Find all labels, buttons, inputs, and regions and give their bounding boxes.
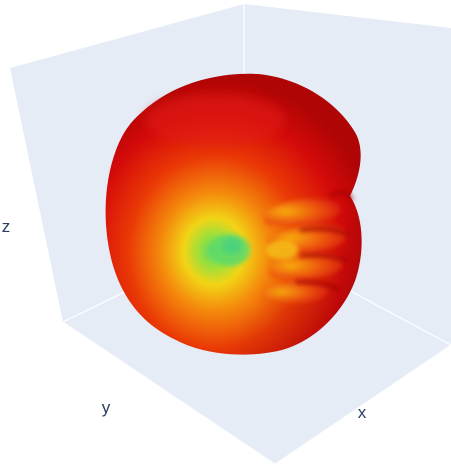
isosurface[interactable] <box>105 73 362 355</box>
ridge <box>262 280 329 303</box>
x-axis-label: x <box>358 403 367 422</box>
isosurface-highlight <box>145 94 285 146</box>
isosurface-ridges <box>262 198 348 303</box>
ridge <box>262 198 341 225</box>
y-axis-label: y <box>102 398 111 417</box>
ridge-glow <box>266 241 298 259</box>
isosurface-core-inner <box>222 238 242 254</box>
z-axis-label: z <box>2 217 11 236</box>
ridge <box>268 251 344 279</box>
floor-front-edge-left <box>62 321 276 464</box>
isosurface-creases <box>295 190 354 292</box>
floor-front-edge-right <box>274 344 451 464</box>
